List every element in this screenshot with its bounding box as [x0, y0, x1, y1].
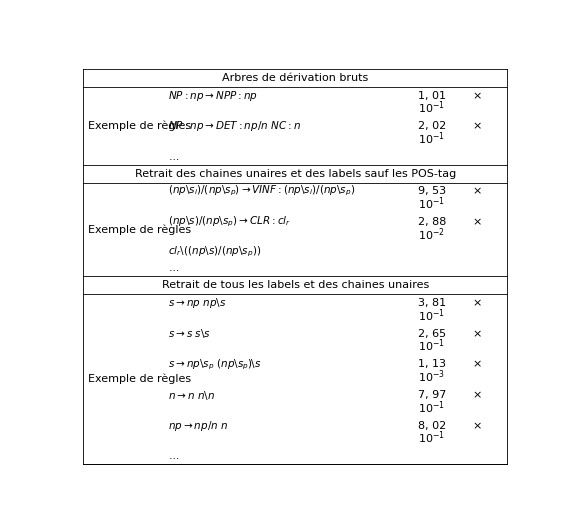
Text: Exemple de règles: Exemple de règles — [88, 224, 191, 235]
Text: $\times$: $\times$ — [472, 121, 482, 132]
Text: $\times$: $\times$ — [472, 329, 482, 339]
Text: $\times$: $\times$ — [472, 217, 482, 227]
Text: $10^{-1}$: $10^{-1}$ — [418, 399, 445, 416]
Text: Arbres de dérivation bruts: Arbres de dérivation bruts — [222, 73, 368, 83]
Text: $s \rightarrow s\ s\backslash s$: $s \rightarrow s\ s\backslash s$ — [168, 327, 211, 340]
Text: $cl_r\backslash((np\backslash s)/(np\backslash s_p))$: $cl_r\backslash((np\backslash s)/(np\bac… — [168, 245, 262, 259]
Text: $10^{-3}$: $10^{-3}$ — [418, 368, 445, 385]
Text: $10^{-1}$: $10^{-1}$ — [418, 195, 445, 212]
Text: $\ldots$: $\ldots$ — [168, 451, 179, 461]
Text: 1, 13: 1, 13 — [418, 359, 446, 369]
Text: 1, 01: 1, 01 — [418, 90, 446, 100]
Text: $10^{-1}$: $10^{-1}$ — [418, 130, 445, 147]
Text: $\ldots$: $\ldots$ — [168, 151, 179, 161]
Text: $\times$: $\times$ — [472, 186, 482, 196]
Text: 2, 88: 2, 88 — [418, 217, 446, 227]
Text: $\times$: $\times$ — [472, 90, 482, 101]
Text: $s \rightarrow np\backslash s_p\ (np\backslash s_p)\backslash s$: $s \rightarrow np\backslash s_p\ (np\bac… — [168, 357, 261, 371]
Text: $s \rightarrow np\ np\backslash s$: $s \rightarrow np\ np\backslash s$ — [168, 296, 226, 310]
Text: Exemple de règles: Exemple de règles — [88, 374, 191, 385]
Text: $10^{-2}$: $10^{-2}$ — [418, 226, 445, 242]
Text: $n \rightarrow n\ n\backslash n$: $n \rightarrow n\ n\backslash n$ — [168, 389, 215, 401]
Text: 8, 02: 8, 02 — [418, 421, 446, 431]
Text: 7, 97: 7, 97 — [418, 390, 446, 400]
Text: $\times$: $\times$ — [472, 298, 482, 308]
Text: Retrait de tous les labels et des chaines unaires: Retrait de tous les labels et des chaine… — [162, 280, 429, 290]
Text: $10^{-1}$: $10^{-1}$ — [418, 100, 445, 116]
Text: 3, 81: 3, 81 — [418, 298, 446, 308]
Text: $NP :np \rightarrow DET :np/n\ NC :n$: $NP :np \rightarrow DET :np/n\ NC :n$ — [168, 119, 301, 134]
Text: $(np\backslash s)/(np\backslash s_p) \rightarrow CLR :cl_r$: $(np\backslash s)/(np\backslash s_p) \ri… — [168, 215, 291, 229]
Text: $np \rightarrow np/n\ n$: $np \rightarrow np/n\ n$ — [168, 419, 228, 433]
Text: 2, 02: 2, 02 — [418, 122, 446, 132]
Text: 9, 53: 9, 53 — [418, 186, 446, 196]
Text: $10^{-1}$: $10^{-1}$ — [418, 430, 445, 447]
Text: $(np\backslash s_i)/(np\backslash s_p) \rightarrow VINF :(np\backslash s_i)/(np\: $(np\backslash s_i)/(np\backslash s_p) \… — [168, 184, 355, 198]
Text: $10^{-1}$: $10^{-1}$ — [418, 338, 445, 354]
Text: Retrait des chaines unaires et des labels sauf les POS-tag: Retrait des chaines unaires et des label… — [135, 169, 456, 179]
Text: $10^{-1}$: $10^{-1}$ — [418, 307, 445, 323]
Text: $\times$: $\times$ — [472, 390, 482, 400]
Text: $\times$: $\times$ — [472, 359, 482, 370]
Text: $\ldots$: $\ldots$ — [168, 264, 179, 274]
Text: $NP :np \rightarrow NPP :np$: $NP :np \rightarrow NPP :np$ — [168, 89, 258, 103]
Text: Exemple de règles: Exemple de règles — [88, 120, 191, 131]
Text: 2, 65: 2, 65 — [418, 329, 446, 339]
Text: $\times$: $\times$ — [472, 421, 482, 431]
